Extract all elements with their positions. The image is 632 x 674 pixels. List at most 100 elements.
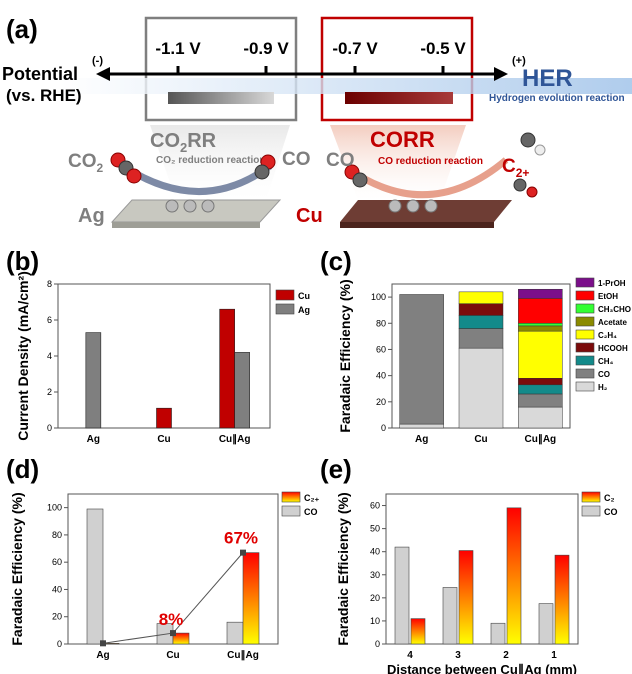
- atom-icon: [165, 199, 179, 213]
- legend-swatch: [275, 289, 295, 301]
- c2-product-label: C2+: [502, 156, 529, 180]
- x-tick-label: Cu: [474, 434, 487, 445]
- stacked-bar-segment: [458, 303, 504, 316]
- y-tick-label: 40: [52, 584, 62, 594]
- x-tick-label: Ag: [87, 434, 100, 445]
- panel-letter-c: (c): [320, 246, 352, 276]
- potential-reference-label: (vs. RHE): [6, 86, 82, 105]
- bar: [490, 622, 506, 645]
- legend-swatch: [575, 342, 595, 353]
- y-tick-label: 100: [371, 292, 386, 302]
- y-tick-label: 20: [370, 593, 380, 603]
- corr-potential-window: [345, 92, 453, 104]
- y-axis-label: Faradaic Efficiency (%): [337, 279, 353, 432]
- legend-label: CH₃CHO: [598, 305, 631, 314]
- molecule-icon: [526, 186, 538, 198]
- co2rr-potential-box: [144, 16, 298, 122]
- stacked-bar-segment: [399, 294, 444, 425]
- bar: [554, 554, 570, 645]
- ag-electrode-edge: [112, 222, 260, 228]
- y-tick-label: 60: [52, 557, 62, 567]
- atom-icon: [424, 199, 438, 213]
- axis-arrow-left: [96, 67, 110, 81]
- bar: [234, 352, 250, 429]
- co-product-label: CO: [282, 149, 311, 170]
- y-axis-label: Current Density (mA/cm²): [15, 271, 31, 441]
- legend-swatch: [575, 303, 595, 314]
- x-tick-label: 1: [551, 650, 557, 661]
- bar: [506, 507, 522, 645]
- co2rr-description: CO₂ reduction reaction: [156, 155, 265, 166]
- chart-faradaic-efficiency-c2-co: 0 20 40 60 80 100 Faradaic Efficiency (%) Ag Cu C…: [9, 491, 319, 661]
- legend-label: CO: [304, 507, 318, 517]
- bar: [442, 587, 458, 645]
- stacked-bar-segment: [518, 288, 563, 299]
- axis-arrow-right: [494, 67, 508, 81]
- y-tick-label: 0: [57, 639, 62, 649]
- potential-tick-label: -1.1 V: [155, 39, 201, 58]
- her-label: HER: [522, 65, 573, 92]
- cu-electrode: [340, 200, 512, 222]
- legend-label: CH₄: [598, 357, 614, 366]
- y-axis-label: Faradaic Efficiency (%): [335, 492, 351, 645]
- y-tick-label: 50: [370, 524, 380, 534]
- y-tick-label: 30: [370, 570, 380, 580]
- molecule-icon: [534, 144, 546, 156]
- stacked-bar-segment: [458, 315, 504, 329]
- x-tick-label: 2: [503, 650, 509, 661]
- potential-tick-label: -0.7 V: [332, 39, 378, 58]
- bar: [226, 621, 244, 645]
- stacked-bar-segment: [518, 325, 563, 332]
- molecule-icon: [126, 168, 142, 184]
- bar: [85, 332, 102, 429]
- legend-label: C₂₊: [304, 493, 319, 503]
- panel-a-schematic: (a) -1.1 V -0.9 V -0.7 V -0.5 V Potentia…: [2, 14, 632, 228]
- bar: [538, 603, 554, 645]
- corr-description: CO reduction reaction: [378, 156, 483, 167]
- legend-swatch: [575, 329, 595, 340]
- annotation-label: 8%: [159, 610, 184, 629]
- cu-electrode-edge: [340, 222, 494, 228]
- x-tick-label: Ag: [96, 650, 109, 661]
- x-tick-label: Cu∥Ag: [524, 434, 556, 445]
- y-tick-label: 0: [375, 639, 380, 649]
- stacked-bar-segment: [518, 393, 563, 408]
- trend-marker: [170, 630, 176, 637]
- stacked-bar-segment: [518, 323, 563, 327]
- potential-axis-glow: [60, 78, 632, 94]
- y-tick-label: 0: [47, 423, 52, 433]
- co2-reactant-label: CO2: [68, 151, 104, 175]
- atom-icon: [388, 199, 402, 213]
- y-tick-label: 100: [47, 503, 62, 513]
- stacked-bar-segment: [518, 406, 563, 429]
- legend-label: Ag: [298, 305, 310, 315]
- co2rr-beam: [150, 125, 290, 200]
- legend-label: Acetate: [598, 318, 627, 327]
- legend-label: Cu: [298, 291, 310, 301]
- panel-letter-b: (b): [6, 246, 39, 276]
- x-axis-label: Distance between Cu∥Ag (mm): [387, 662, 577, 674]
- chart-current-density: 0 2 4 6 8 Current Density (mA/cm²) Ag Cu Cu∥Ag Cu…: [15, 271, 310, 445]
- atom-icon: [406, 199, 420, 213]
- y-tick-label: 80: [52, 530, 62, 540]
- molecule-icon: [513, 178, 527, 192]
- bar: [86, 508, 104, 645]
- cu-reaction-arrow: [348, 157, 509, 199]
- ag-electrode: [110, 199, 282, 223]
- potential-tick-label: -0.5 V: [420, 39, 466, 58]
- bar: [242, 552, 260, 645]
- y-axis-label: Faradaic Efficiency (%): [9, 492, 25, 645]
- stacked-bar-segment: [518, 384, 563, 395]
- atom-icon: [183, 199, 197, 213]
- stacked-bar-segment: [518, 330, 563, 379]
- legend-swatch: [281, 491, 301, 503]
- y-tick-label: 40: [370, 547, 380, 557]
- x-tick-label: Cu∥Ag: [227, 650, 259, 661]
- legend-label: CO: [598, 370, 610, 379]
- atom-icon: [201, 199, 215, 213]
- corr-title: CORR: [370, 127, 435, 152]
- stacked-bar-segment: [458, 347, 504, 429]
- legend-swatch: [575, 290, 595, 301]
- bar: [156, 407, 172, 429]
